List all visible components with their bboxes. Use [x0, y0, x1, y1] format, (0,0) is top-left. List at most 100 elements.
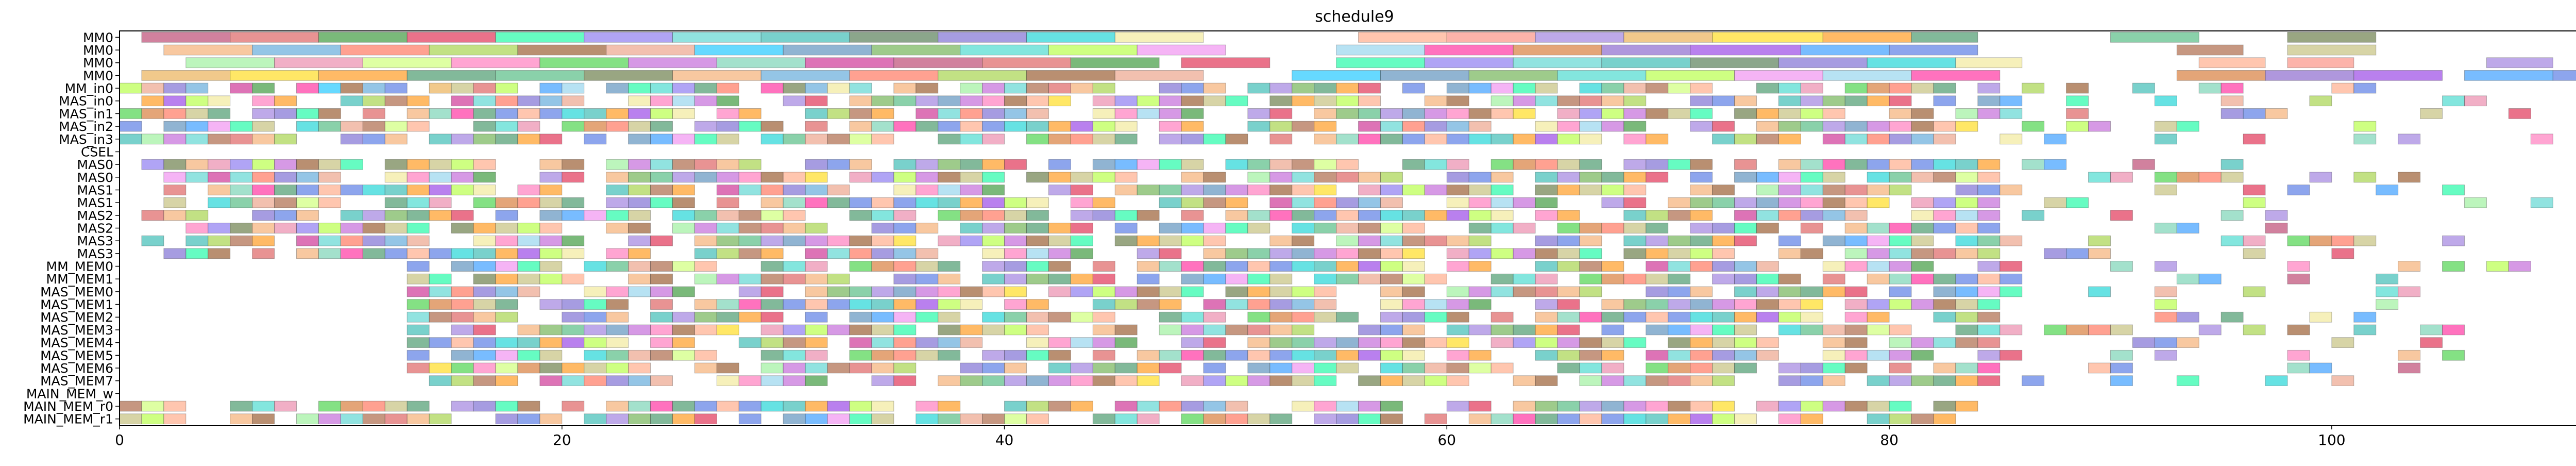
task-bar — [2221, 235, 2244, 246]
task-bar — [1424, 57, 1514, 69]
task-bar — [1402, 261, 1425, 272]
task-bar — [871, 375, 894, 386]
task-bar — [2110, 172, 2133, 183]
task-bar — [384, 95, 408, 107]
task-bar — [1889, 286, 1912, 297]
task-bar — [1955, 121, 1978, 132]
task-bar — [1623, 82, 1647, 94]
task-bar — [716, 108, 739, 119]
y-tick-label: MM_MEM0 — [46, 259, 113, 274]
task-bar — [1822, 70, 1912, 81]
task-bar — [1712, 413, 1735, 425]
task-bar — [185, 95, 209, 107]
task-bar — [938, 210, 961, 221]
task-bar — [296, 159, 319, 170]
task-bar — [1955, 185, 1978, 195]
y-tick-label: MAS_MEM4 — [40, 336, 113, 351]
task-bar — [1734, 261, 1757, 272]
task-bar — [2066, 324, 2089, 336]
task-bar — [1623, 375, 1647, 386]
task-bar — [1026, 235, 1049, 246]
task-bar — [296, 172, 319, 183]
task-bar — [1601, 273, 1624, 285]
task-bar — [539, 235, 563, 246]
task-bar — [1623, 311, 1647, 323]
task-bar — [1889, 121, 1912, 132]
task-bar — [1004, 286, 1027, 297]
task-bar — [1181, 95, 1204, 107]
task-bar — [650, 324, 673, 336]
task-bar — [340, 235, 363, 246]
task-bar — [1646, 70, 1735, 81]
task-bar — [163, 108, 187, 119]
task-bar — [1734, 134, 1757, 145]
task-bar — [406, 350, 430, 361]
task-bar — [694, 401, 717, 412]
task-bar — [982, 134, 1005, 145]
task-bar — [849, 362, 872, 374]
task-bar — [1092, 311, 1115, 323]
y-tick-label: MAS3 — [77, 234, 113, 248]
task-bar — [1911, 223, 1934, 234]
task-bar — [1225, 95, 1248, 107]
task-bar — [1911, 172, 1934, 183]
task-bar — [163, 121, 187, 132]
task-bar — [2154, 337, 2177, 348]
task-bar — [1579, 248, 1602, 259]
task-bar — [2398, 172, 2421, 183]
task-bar — [1999, 324, 2023, 336]
task-bar — [1314, 286, 1337, 297]
task-bar — [406, 401, 430, 412]
task-bar — [1712, 375, 1735, 386]
task-bar — [738, 311, 761, 323]
task-bar — [1137, 401, 1160, 412]
task-bar — [1358, 261, 1381, 272]
task-bar — [1535, 273, 1558, 285]
task-bar — [628, 82, 651, 94]
task-bar — [1911, 413, 1934, 425]
task-bar — [562, 311, 585, 323]
task-bar — [694, 413, 717, 425]
task-bar — [1513, 57, 1602, 69]
task-bar — [960, 121, 983, 132]
task-bar — [1402, 108, 1425, 119]
task-bar — [1557, 172, 1580, 183]
task-bar — [1468, 223, 1492, 234]
task-bar — [2442, 235, 2465, 246]
task-bar — [1137, 210, 1160, 221]
task-bar — [1247, 413, 1270, 425]
task-bar — [562, 121, 585, 132]
task-bar — [1004, 159, 1027, 170]
task-bar — [1844, 82, 1868, 94]
task-bar — [230, 401, 253, 412]
task-bar — [1092, 286, 1115, 297]
task-bar — [1734, 337, 1757, 348]
task-bar — [628, 134, 651, 145]
task-bar — [1292, 197, 1315, 208]
task-bar — [1336, 273, 1359, 285]
task-bar — [849, 261, 872, 272]
task-bar — [1712, 248, 1735, 259]
task-bar — [362, 185, 385, 195]
task-bar — [296, 121, 319, 132]
task-bar — [2088, 286, 2111, 297]
task-bar — [451, 337, 474, 348]
task-bar — [1822, 95, 1845, 107]
task-bar — [2376, 185, 2399, 195]
task-bar — [672, 311, 695, 323]
task-bar — [362, 401, 385, 412]
task-bar — [893, 95, 917, 107]
task-bar — [2265, 70, 2354, 81]
task-bar — [1247, 223, 1270, 234]
task-bar — [451, 185, 474, 195]
task-bar — [1380, 121, 1403, 132]
task-bar — [1955, 401, 1978, 412]
task-bar — [562, 324, 585, 336]
task-bar — [2198, 82, 2222, 94]
task-bar — [2265, 108, 2288, 119]
task-bar — [1402, 223, 1425, 234]
task-bar — [1446, 311, 1469, 323]
task-bar — [960, 95, 983, 107]
task-bar — [141, 159, 164, 170]
task-bar — [1247, 311, 1270, 323]
